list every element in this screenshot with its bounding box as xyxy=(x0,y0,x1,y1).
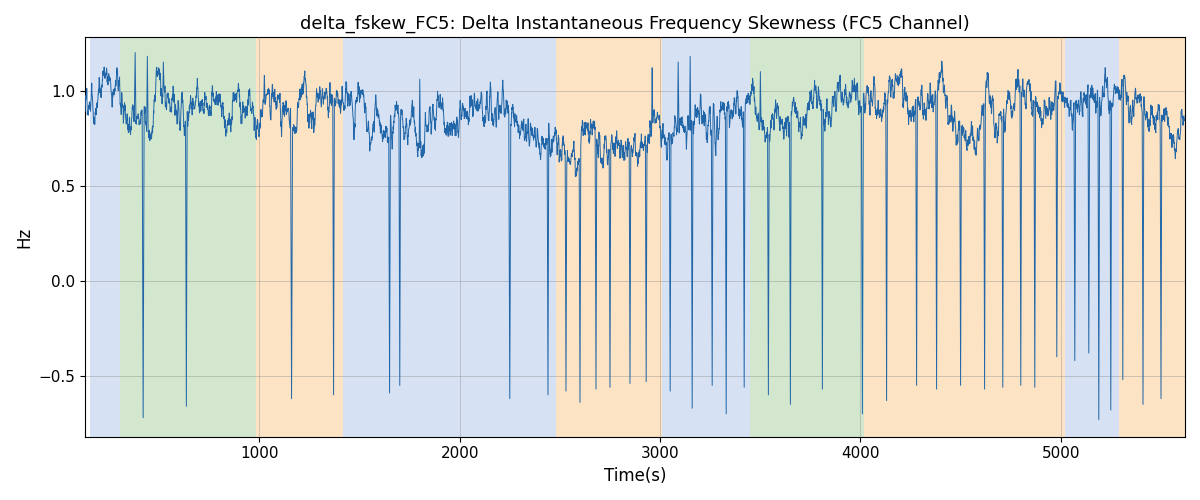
Bar xyxy=(750,38,864,436)
Title: delta_fskew_FC5: Delta Instantaneous Frequency Skewness (FC5 Channel): delta_fskew_FC5: Delta Instantaneous Fre… xyxy=(300,15,970,34)
Y-axis label: Hz: Hz xyxy=(14,226,32,248)
Bar xyxy=(342,38,556,436)
Bar xyxy=(257,38,342,436)
Bar xyxy=(1064,38,1118,436)
Bar xyxy=(556,38,662,436)
Bar xyxy=(1118,38,1186,436)
Bar xyxy=(120,38,257,436)
Bar xyxy=(864,38,1064,436)
Bar xyxy=(662,38,750,436)
Bar xyxy=(90,38,120,436)
X-axis label: Time(s): Time(s) xyxy=(604,467,666,485)
